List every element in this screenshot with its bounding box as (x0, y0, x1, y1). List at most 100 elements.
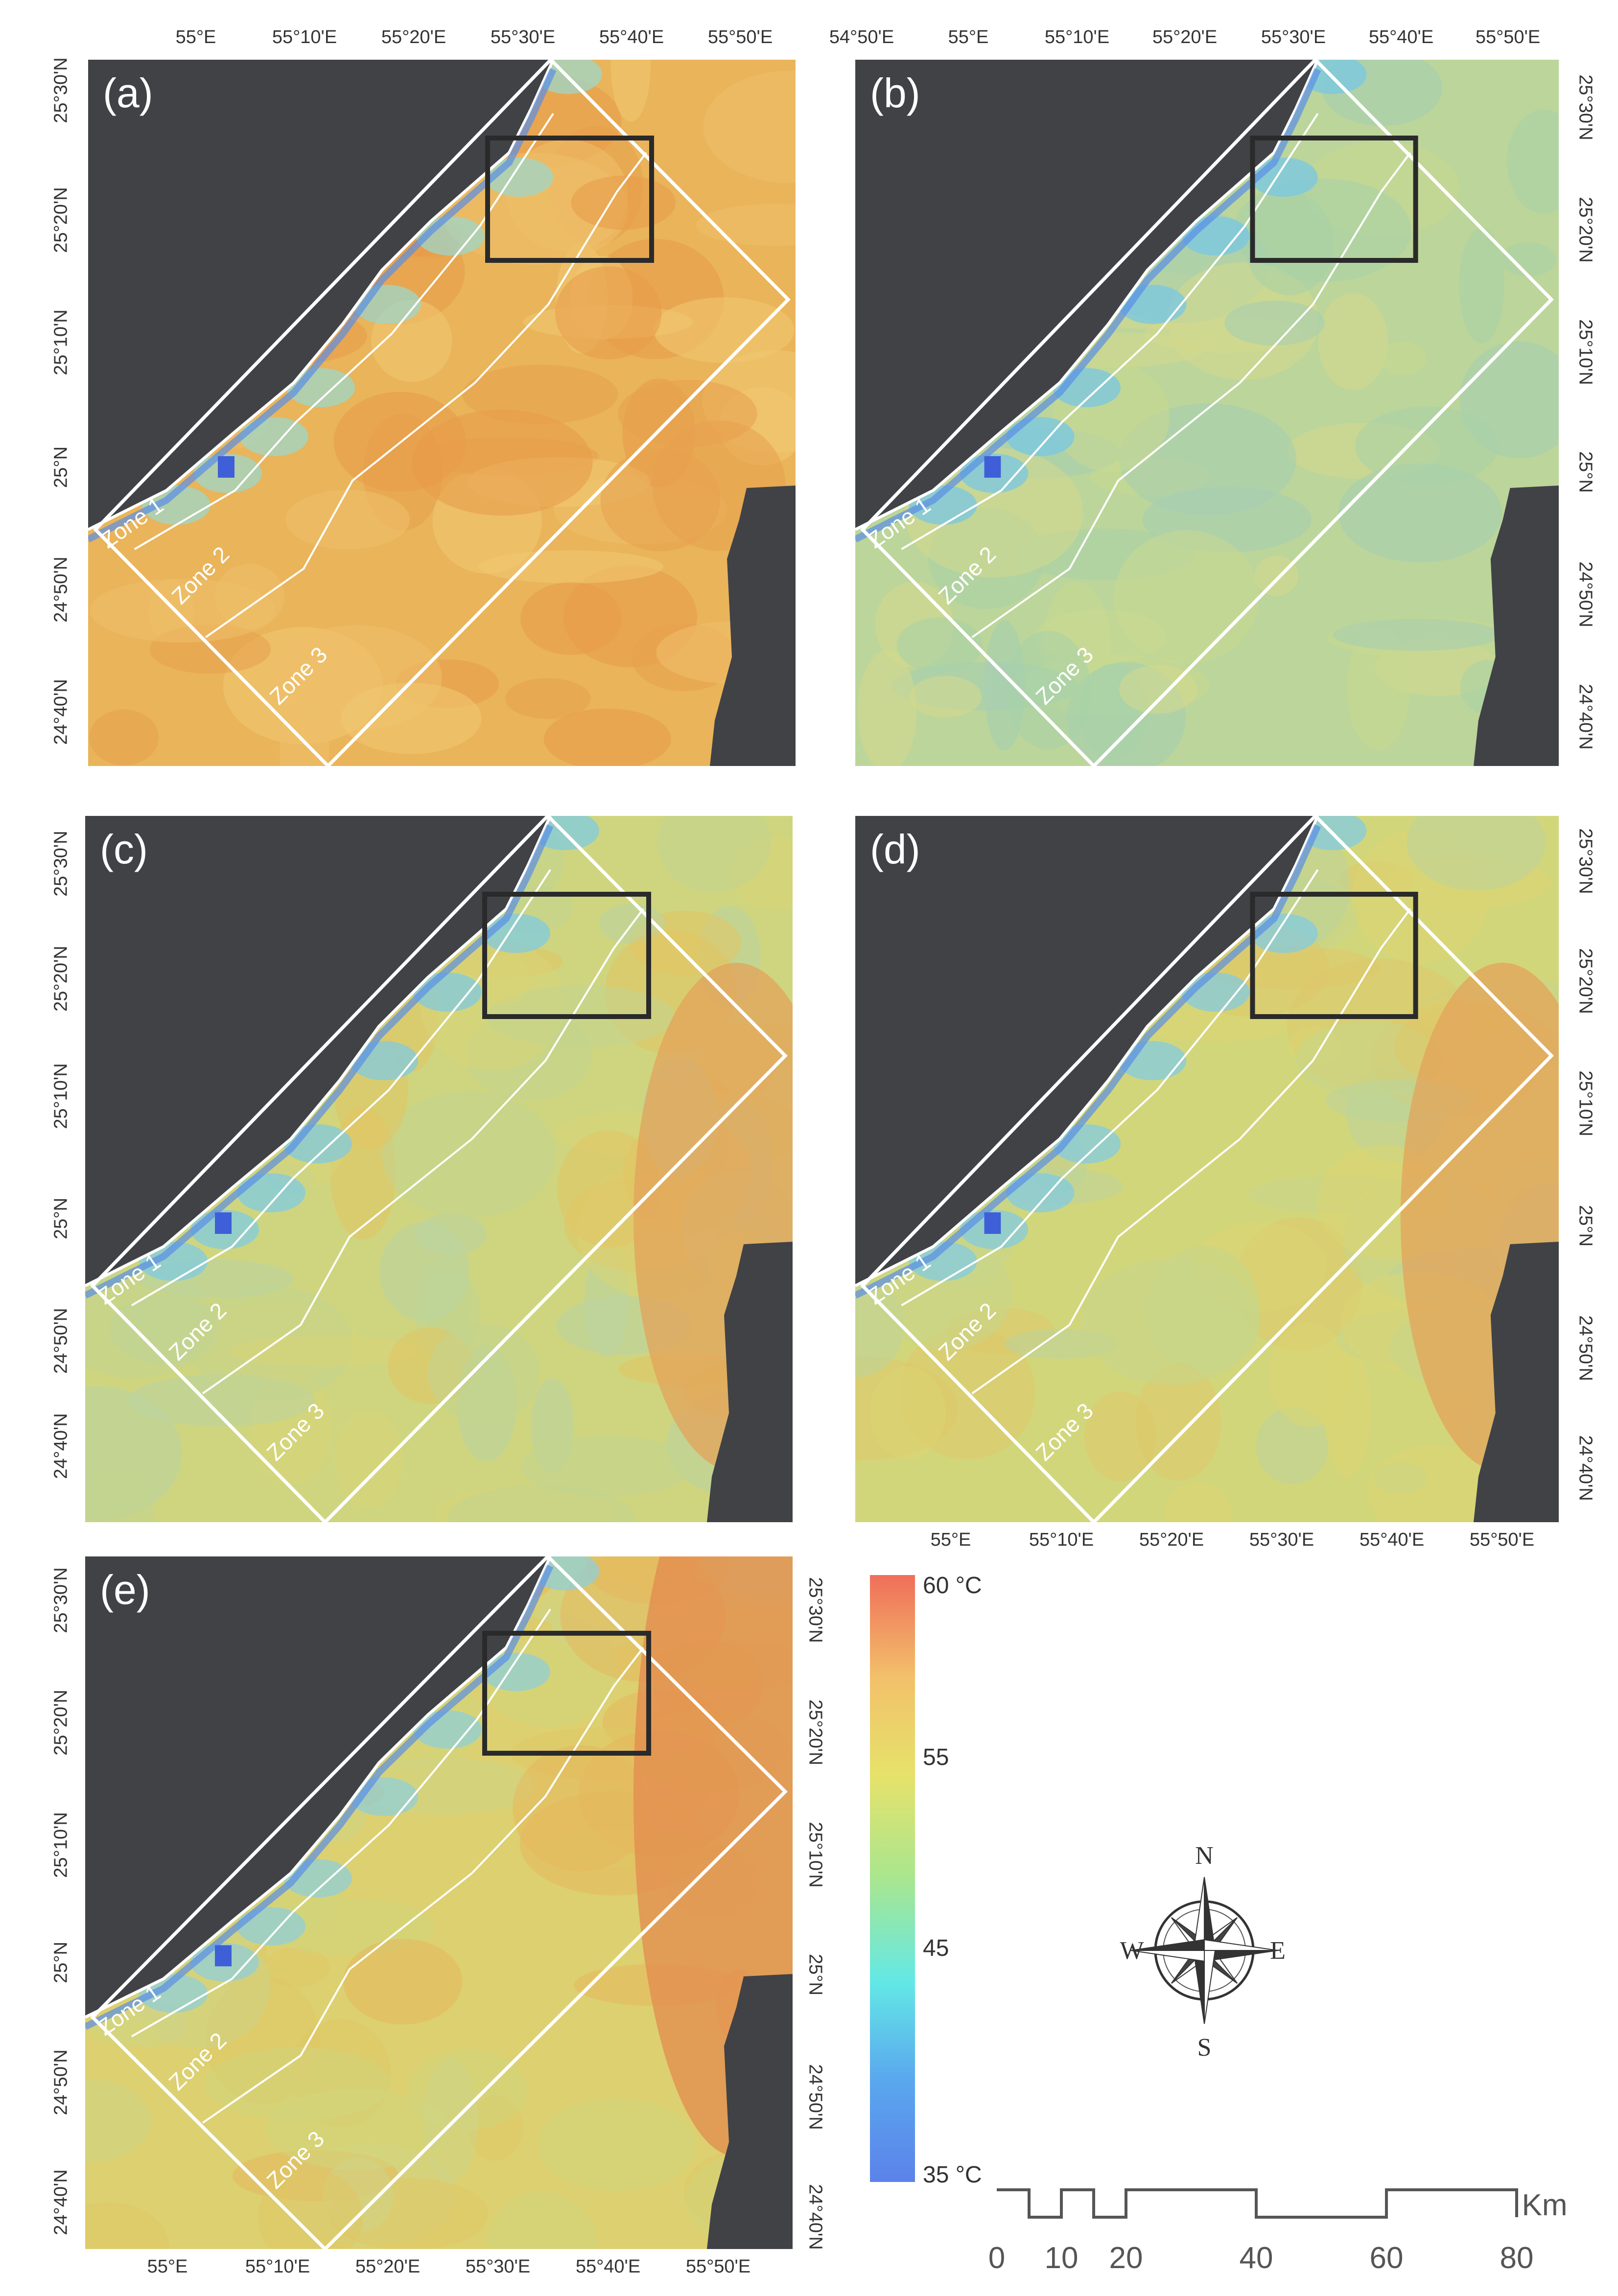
thermal-patch (505, 678, 591, 719)
scale-tick-80: 80 (1500, 2241, 1534, 2275)
scale-tick-40: 40 (1239, 2241, 1273, 2275)
legend-max-label: 60 °C (923, 1573, 982, 1599)
map-canvas-e: Zone 1 Zone 2 Zone 3 (85, 1556, 793, 2249)
thermal-patch (654, 297, 795, 363)
legend-mid-label-55: 55 (923, 1744, 949, 1770)
thermal-patch (869, 1367, 946, 1460)
legend-colorbar (870, 1575, 915, 2182)
lon-tick: 55°30'E (1261, 27, 1326, 47)
thermal-patch (1459, 227, 1504, 344)
map-canvas-a: Zone 1 Zone 2 Zone 3 (88, 60, 796, 766)
thermal-patch (1224, 301, 1325, 346)
lon-tick: 55°10'E (272, 27, 337, 47)
zone-2-3-divider (205, 152, 647, 638)
map-panel-b: Zone 1 Zone 2 Zone 3 (b) (855, 60, 1559, 766)
compass-point (1130, 1939, 1205, 1951)
lat-tick: 25°20'N (1575, 948, 1596, 1014)
lon-tick: 55°50'E (1469, 1530, 1535, 1550)
lon-tick: 55°E (175, 27, 216, 47)
panel-label-e: (e) (100, 1567, 150, 1613)
lat-tick: 24°50'N (50, 2049, 71, 2115)
thermal-patch (85, 1270, 217, 1378)
lat-tick: 25°N (805, 1954, 826, 1995)
lon-tick: 55°E (147, 2256, 188, 2277)
scale-tick-10: 10 (1044, 2241, 1079, 2275)
lat-tick: 24°40'N (805, 2184, 826, 2250)
lon-tick: 54°50'E (829, 27, 894, 47)
lon-tick: 55°20'E (381, 27, 446, 47)
lon-tick: 55°10'E (1029, 1530, 1094, 1550)
thermal-patch (696, 204, 796, 246)
thermal-patch (1324, 1342, 1371, 1478)
thermal-patch (334, 1410, 403, 1508)
excluded-area (707, 1974, 793, 2249)
legend-min-label: 35 °C (923, 2162, 982, 2188)
thermal-patch (1254, 556, 1298, 596)
lat-tick: 24°40'N (1575, 684, 1596, 750)
thermal-patch (85, 1468, 154, 1522)
coastal-cool-area (237, 1173, 305, 1212)
lat-tick: 25°10'N (805, 1822, 826, 1888)
lat-tick: 25°10'N (50, 1812, 71, 1878)
thermal-patch (462, 365, 618, 424)
lat-tick: 25°20'N (50, 187, 71, 253)
lat-tick: 25°30'N (50, 831, 71, 897)
thermal-patch (610, 60, 651, 122)
thermal-patch (555, 266, 662, 360)
lat-tick: 25°10'N (1575, 319, 1596, 385)
lat-tick: 25°30'N (1575, 828, 1596, 894)
inset-box (482, 892, 651, 1019)
thermal-patch (703, 70, 796, 184)
lon-tick: 55°40'E (1359, 1530, 1425, 1550)
thermal-patch (1333, 618, 1501, 651)
inset-box (485, 136, 654, 263)
coastline (855, 60, 1319, 531)
study-area-boundary (860, 60, 1554, 766)
lat-tick: 24°50'N (50, 1308, 71, 1374)
thermal-patch (1500, 242, 1557, 277)
lake-feature (218, 456, 234, 478)
thermal-patch (412, 409, 593, 516)
coastline (855, 816, 1319, 1287)
map-panel-a: Zone 1 Zone 2 Zone 3 (a) (88, 60, 796, 766)
zone-2-3-divider (202, 908, 644, 1394)
lon-tick: 55°E (948, 27, 989, 47)
thermal-patch (1368, 1444, 1502, 1522)
panel-label-b: (b) (870, 70, 920, 116)
panel-label-d: (d) (870, 826, 920, 872)
thermal-patch (1080, 1259, 1261, 1385)
lat-tick: 25°30'N (805, 1577, 826, 1643)
thermal-patch (85, 2079, 151, 2162)
lat-tick: 25°10'N (50, 1063, 71, 1129)
lon-tick: 55°10'E (1044, 27, 1110, 47)
map-canvas-b: Zone 1 Zone 2 Zone 3 (855, 60, 1559, 766)
coastal-cool-area (237, 1907, 305, 1946)
thermal-patch (258, 2169, 363, 2249)
thermal-patch (537, 2098, 696, 2191)
thermal-patch (85, 2202, 170, 2249)
thermal-patch (91, 2013, 157, 2047)
coastline (88, 60, 555, 531)
inset-box (1250, 136, 1418, 263)
lat-tick: 24°40'N (50, 1413, 71, 1479)
legend-mid-label-45: 45 (923, 1935, 949, 1961)
lon-tick: 55°30'E (1249, 1530, 1314, 1550)
zone-1-2-divider (134, 113, 554, 550)
zone-1-2-divider (131, 869, 551, 1306)
thermal-patch (1407, 816, 1546, 891)
scale-tick-0: 0 (988, 2241, 1006, 2275)
north-arrow-compass: N S W E (1120, 1845, 1285, 2061)
excluded-area (1473, 1242, 1559, 1522)
lat-tick: 25°30'N (50, 1567, 71, 1633)
zone-2-3-divider (202, 1647, 644, 2124)
lat-tick: 24°50'N (1575, 1315, 1596, 1381)
compass-n: N (1195, 1845, 1214, 1870)
thermal-patch (229, 1336, 420, 1367)
lon-tick: 55°40'E (1368, 27, 1434, 47)
thermal-patch (904, 447, 1083, 578)
lon-tick: 55°50'E (707, 27, 773, 47)
lat-tick: 25°N (50, 1198, 71, 1239)
scale-tick-20: 20 (1109, 2241, 1143, 2275)
